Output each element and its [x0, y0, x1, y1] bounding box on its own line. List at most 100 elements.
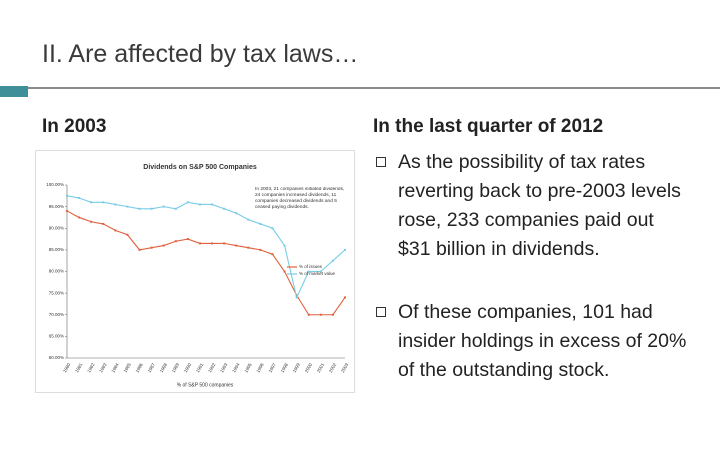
point	[283, 270, 286, 273]
accent-block	[0, 86, 28, 97]
x-tick-label: 1996	[255, 362, 265, 374]
bullet-text: As the possibility of tax rates revertin…	[398, 151, 681, 260]
x-tick-label: 2001	[316, 362, 326, 374]
point	[259, 248, 262, 251]
point	[174, 207, 177, 210]
point	[162, 205, 165, 208]
point	[198, 203, 201, 206]
y-tick-label: 60.00%	[49, 355, 64, 360]
point	[186, 201, 189, 204]
point	[150, 207, 153, 210]
x-tick-label: 1997	[268, 362, 278, 374]
bullet-icon	[376, 157, 386, 167]
point	[211, 203, 214, 206]
x-tick-label: 2000	[304, 362, 314, 374]
point	[90, 201, 93, 204]
point	[259, 222, 262, 225]
x-tick-label: 1994	[231, 362, 241, 374]
left-heading: In 2003	[42, 116, 107, 137]
point	[307, 313, 310, 316]
bullet-icon	[376, 307, 386, 317]
x-tick-label: 1989	[171, 362, 181, 374]
point	[138, 248, 141, 251]
point	[331, 259, 334, 262]
point	[102, 201, 105, 204]
point	[126, 205, 129, 208]
point	[247, 246, 250, 249]
point	[235, 212, 238, 215]
y-tick-label: 100.00%	[46, 182, 64, 187]
point	[344, 248, 346, 251]
point	[271, 227, 274, 230]
y-tick-label: 95.00%	[49, 204, 64, 209]
annotation: In 2003, 21 companies initiated dividend…	[255, 187, 345, 210]
right-heading: In the last quarter of 2012	[373, 116, 604, 137]
point	[114, 229, 117, 232]
y-tick-label: 75.00%	[49, 290, 64, 295]
point	[78, 216, 81, 219]
annotation-box: In 2003, 21 companies initiated dividend…	[255, 187, 345, 210]
point	[283, 244, 286, 247]
legend-label: % of issues	[299, 264, 323, 269]
x-tick-label: 1991	[195, 362, 205, 374]
x-axis-label: % of S&P 500 companies	[177, 382, 234, 388]
point	[307, 270, 310, 273]
point	[331, 313, 334, 316]
point	[223, 242, 226, 245]
y-tick-label: 85.00%	[49, 247, 64, 252]
x-tick-label: 2003	[340, 362, 350, 374]
x-tick-label: 1981	[74, 362, 84, 374]
y-tick-label: 80.00%	[49, 269, 64, 274]
series-line	[66, 210, 346, 316]
x-tick-label: 1987	[147, 362, 157, 374]
slide-title: II. Are affected by tax laws…	[42, 40, 359, 68]
point	[138, 207, 141, 210]
point	[126, 233, 129, 236]
point	[66, 194, 68, 197]
point	[66, 209, 68, 212]
point	[344, 296, 346, 299]
x-tick-label: 1992	[207, 362, 217, 374]
x-tick-label: 1983	[98, 362, 108, 374]
point	[150, 246, 153, 249]
chart-title: Dividends on S&P 500 Companies	[143, 164, 257, 171]
x-tick-label: 1986	[135, 362, 145, 374]
point	[271, 253, 274, 256]
point	[235, 244, 238, 247]
y-tick-label: 70.00%	[49, 312, 64, 317]
y-tick-label: 90.00%	[49, 225, 64, 230]
point	[319, 313, 322, 316]
x-tick-label: 2002	[328, 362, 338, 374]
y-tick-label: 65.00%	[49, 334, 64, 339]
point	[78, 196, 81, 199]
x-tick-label: 1993	[219, 362, 229, 374]
x-tick-label: 1999	[292, 362, 302, 374]
point	[211, 242, 214, 245]
series-line	[66, 195, 346, 300]
x-tick-label: 1985	[122, 362, 132, 374]
bullet-text: Of these companies, 101 had insider hold…	[398, 301, 687, 381]
x-tick-label: 1990	[183, 362, 193, 374]
chart: Dividends on S&P 500 Companies % of S&P …	[35, 150, 355, 393]
x-tick-label: 1980	[62, 362, 72, 374]
point	[162, 244, 165, 247]
point	[247, 218, 250, 221]
x-tick-label: 1982	[86, 362, 96, 374]
x-tick-label: 1995	[243, 362, 253, 374]
point	[198, 242, 201, 245]
chart-frame	[35, 150, 355, 393]
x-tick-label: 1998	[280, 362, 290, 374]
title-rule	[28, 87, 720, 89]
point	[174, 240, 177, 243]
point	[319, 270, 322, 273]
point	[102, 222, 105, 225]
x-tick-label: 1984	[110, 362, 120, 374]
point	[295, 296, 298, 299]
point	[90, 220, 93, 223]
point	[114, 203, 117, 206]
point	[223, 207, 226, 210]
x-tick-label: 1988	[159, 362, 169, 374]
legend-label: % of market value	[299, 271, 336, 276]
point	[186, 238, 189, 241]
